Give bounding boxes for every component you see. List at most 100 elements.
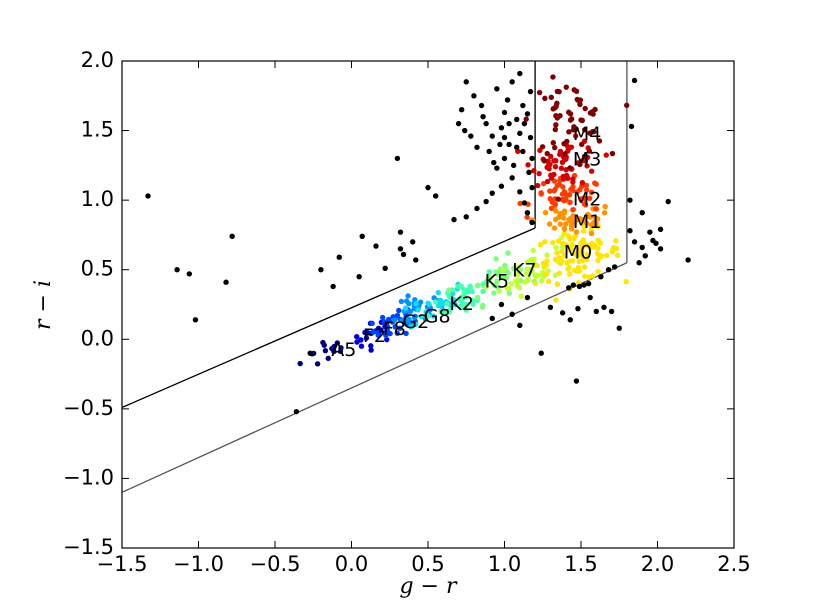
point-outlier (521, 200, 528, 206)
point-k2 (486, 269, 493, 275)
point-m1 (557, 210, 564, 217)
point-m4 (567, 117, 574, 123)
point-m0 (568, 245, 574, 251)
point-outlier (432, 193, 439, 199)
point-k2 (467, 283, 473, 290)
point-outlier (573, 378, 580, 384)
selection-lower-line (121, 262, 628, 493)
spectral-label-m1: M1 (573, 211, 601, 233)
point-outlier (382, 265, 388, 272)
point-outlier (480, 113, 486, 120)
point-g2 (405, 316, 412, 322)
point-outlier (570, 282, 577, 288)
point-k2 (425, 313, 431, 319)
point-m2 (559, 191, 566, 197)
point-outlier (559, 310, 566, 316)
point-m4 (596, 138, 603, 144)
point-outlier (400, 251, 407, 258)
point-m4 (553, 122, 559, 128)
point-outlier (413, 257, 419, 263)
point-k7 (515, 264, 522, 270)
point-k5 (479, 304, 486, 310)
point-m0 (595, 268, 601, 275)
point-m3 (558, 165, 565, 171)
point-outlier (491, 159, 497, 166)
point-outlier (174, 267, 180, 273)
point-k7 (530, 247, 536, 254)
point-k5 (485, 274, 492, 281)
point-m2 (582, 196, 588, 202)
point-outlier (529, 219, 535, 226)
point-g2 (411, 314, 418, 321)
point-m2 (574, 189, 580, 195)
point-outlier (192, 317, 199, 323)
spectral-label-g2: G2 (402, 311, 429, 333)
point-outlier (458, 107, 465, 113)
point-m2 (554, 182, 560, 189)
point-outlier (605, 267, 612, 273)
point-m4 (523, 116, 529, 122)
point-m3 (551, 171, 557, 178)
point-k5 (446, 287, 452, 293)
point-g2 (403, 298, 410, 304)
point-outlier (486, 148, 492, 155)
point-m4 (581, 153, 588, 160)
point-g8 (415, 307, 421, 313)
point-m2 (561, 198, 567, 204)
point-k7 (514, 282, 520, 289)
point-m0 (572, 233, 578, 240)
point-outlier (498, 125, 505, 131)
point-outlier (359, 233, 365, 240)
point-m0 (578, 240, 584, 246)
point-m3 (579, 179, 586, 186)
point-k5 (474, 294, 481, 301)
point-m4 (564, 138, 570, 145)
point-outlier (653, 240, 659, 246)
point-m4 (541, 158, 548, 164)
point-m2 (567, 199, 573, 206)
point-m0 (556, 256, 562, 262)
point-m1 (581, 218, 587, 224)
point-m4 (552, 144, 558, 151)
point-f2 (378, 327, 384, 333)
point-m2 (586, 195, 593, 201)
point-m0 (561, 231, 567, 237)
point-m4 (566, 129, 572, 135)
point-outlier (611, 264, 618, 270)
point-outlier (471, 93, 477, 99)
point-m4 (567, 165, 573, 171)
point-k2 (438, 308, 444, 315)
point-m3 (551, 158, 557, 164)
point-f2 (384, 336, 390, 343)
point-m0 (556, 270, 563, 276)
point-outlier (685, 257, 691, 263)
point-m0 (590, 244, 597, 250)
point-m4 (577, 101, 583, 108)
point-outlier (585, 280, 592, 287)
point-k7 (538, 278, 545, 284)
point-outlier (527, 134, 534, 141)
point-outlier (483, 120, 489, 127)
point-outlier (397, 246, 404, 252)
point-outlier (576, 283, 583, 290)
data-points (145, 70, 691, 415)
point-outlier (501, 109, 508, 116)
point-m0 (561, 252, 567, 259)
point-m0 (532, 262, 538, 269)
point-m0 (543, 271, 550, 277)
x-tick-label: 2.5 (717, 552, 750, 576)
point-k7 (514, 271, 521, 278)
point-outlier (489, 315, 495, 322)
point-f2 (368, 343, 374, 349)
point-outlier (581, 282, 587, 288)
point-m0 (576, 268, 583, 274)
point-k2 (459, 304, 466, 310)
point-m1 (542, 209, 549, 216)
point-f2 (354, 333, 360, 340)
point-m1 (585, 211, 591, 218)
point-outlier (526, 169, 532, 176)
point-m0 (584, 251, 591, 258)
point-a5 (334, 340, 341, 346)
color-selection-box (121, 61, 628, 493)
point-k5 (475, 282, 481, 289)
